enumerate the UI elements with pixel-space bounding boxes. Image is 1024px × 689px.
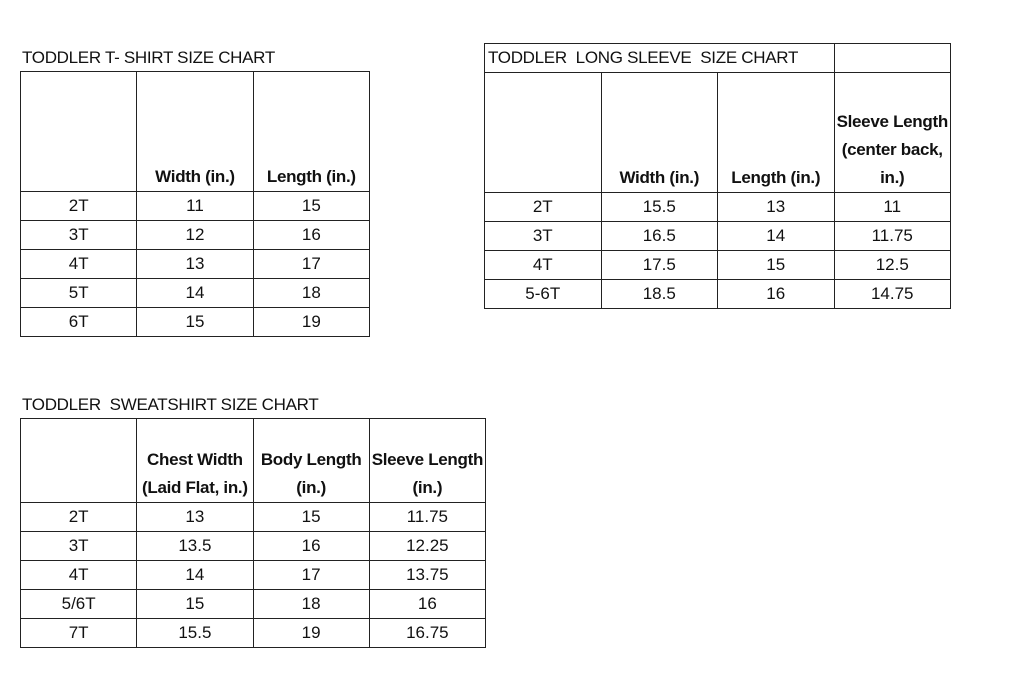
measurement-cell: 19 [252, 618, 370, 648]
measurement-cell: 11 [136, 191, 254, 221]
measurement-cell: 17.5 [600, 250, 718, 280]
size-cell: 5-6T [484, 279, 602, 309]
measurement-cell: 16 [252, 531, 370, 561]
table-row: 2T 13 15 11.75 [19, 502, 487, 532]
table-row: 5T 14 18 [19, 278, 371, 308]
table-row: 5/6T 15 18 16 [19, 589, 487, 619]
measurement-cell: 16.5 [600, 221, 718, 251]
table-row: 7T 15.5 19 16.75 [19, 618, 487, 648]
size-cell: 4T [19, 560, 138, 590]
table-title: TODDLER LONG SLEEVE SIZE CHART [484, 43, 835, 73]
size-cell: 5/6T [19, 589, 138, 619]
measurement-cell: 13.75 [368, 560, 487, 590]
table-row: 6T 15 19 [19, 307, 371, 337]
size-cell: 6T [19, 307, 138, 337]
table-row: 2T 15.5 13 11 [484, 192, 951, 222]
size-cell: 5T [19, 278, 138, 308]
sweatshirt-size-table: Chest Width (Laid Flat, in.) Body Length … [19, 418, 487, 648]
column-header [19, 418, 138, 503]
measurement-cell: 11 [833, 192, 951, 222]
column-header: Width (in.) [136, 71, 254, 192]
table-row: 4T 17.5 15 12.5 [484, 250, 951, 280]
measurement-cell: 16 [368, 589, 487, 619]
measurement-cell: 15 [136, 589, 254, 619]
measurement-cell: 13 [136, 249, 254, 279]
table-row: 5-6T 18.5 16 14.75 [484, 279, 951, 309]
measurement-cell: 15.5 [600, 192, 718, 222]
measurement-cell: 16 [717, 279, 835, 309]
column-header: Length (in.) [717, 72, 835, 193]
measurement-cell: 13 [136, 502, 254, 532]
measurement-cell: 15.5 [136, 618, 254, 648]
table-row: 3T 12 16 [19, 220, 371, 250]
measurement-cell: 12.5 [833, 250, 951, 280]
tshirt-size-table: Width (in.) Length (in.) 2T 11 15 3T 12 16 4T 13 1… [19, 71, 371, 337]
column-header: Width (in.) [600, 72, 718, 193]
column-header [19, 71, 138, 192]
sweatshirt-title: TODDLER SWEATSHIRT SIZE CHART [22, 395, 319, 414]
measurement-cell: 11.75 [833, 221, 951, 251]
table-row: 4T 14 17 13.75 [19, 560, 487, 590]
title-row: TODDLER LONG SLEEVE SIZE CHART [484, 43, 951, 73]
measurement-cell: 13.5 [136, 531, 254, 561]
measurement-cell: 18 [252, 589, 370, 619]
column-header: Sleeve Length (in.) [368, 418, 487, 503]
measurement-cell: 18.5 [600, 279, 718, 309]
column-header: Body Length (in.) [252, 418, 370, 503]
measurement-cell: 14 [136, 560, 254, 590]
measurement-cell: 16.75 [368, 618, 487, 648]
measurement-cell: 12 [136, 220, 254, 250]
measurement-cell: 18 [252, 278, 371, 308]
size-cell: 2T [19, 191, 138, 221]
measurement-cell: 12.25 [368, 531, 487, 561]
header-row: Chest Width (Laid Flat, in.) Body Length … [19, 418, 487, 503]
measurement-cell: 17 [252, 249, 371, 279]
header-row: Width (in.) Length (in.) Sleeve Length (ce… [484, 72, 951, 193]
empty-cell [833, 43, 951, 73]
header-row: Width (in.) Length (in.) [19, 71, 371, 192]
tshirt-title: TODDLER T- SHIRT SIZE CHART [22, 48, 275, 67]
measurement-cell: 15 [252, 502, 370, 532]
measurement-cell: 17 [252, 560, 370, 590]
size-cell: 7T [19, 618, 138, 648]
measurement-cell: 14 [136, 278, 254, 308]
measurement-cell: 15 [136, 307, 254, 337]
table-row: 4T 13 17 [19, 249, 371, 279]
measurement-cell: 16 [252, 220, 371, 250]
measurement-cell: 15 [717, 250, 835, 280]
measurement-cell: 15 [252, 191, 371, 221]
size-cell: 3T [19, 220, 138, 250]
size-cell: 2T [19, 502, 138, 532]
size-cell: 2T [484, 192, 602, 222]
long-sleeve-size-table: TODDLER LONG SLEEVE SIZE CHART Width (in.… [484, 43, 951, 309]
size-cell: 4T [484, 250, 602, 280]
measurement-cell: 14.75 [833, 279, 951, 309]
table-row: 2T 11 15 [19, 191, 371, 221]
table-row: 3T 13.5 16 12.25 [19, 531, 487, 561]
table-row: 3T 16.5 14 11.75 [484, 221, 951, 251]
column-header: Length (in.) [252, 71, 371, 192]
column-header: Chest Width (Laid Flat, in.) [136, 418, 254, 503]
column-header: Sleeve Length (center back, in.) [833, 72, 951, 193]
measurement-cell: 14 [717, 221, 835, 251]
size-cell: 4T [19, 249, 138, 279]
size-cell: 3T [19, 531, 138, 561]
measurement-cell: 19 [252, 307, 371, 337]
measurement-cell: 11.75 [368, 502, 487, 532]
measurement-cell: 13 [717, 192, 835, 222]
size-cell: 3T [484, 221, 602, 251]
column-header [484, 72, 602, 193]
